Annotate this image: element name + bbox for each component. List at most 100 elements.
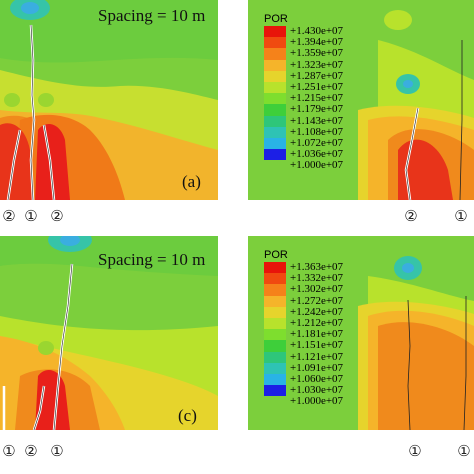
contour-panel-c: Spacing = 10 m (c) [0, 236, 218, 430]
legend-row: +1.287e+07 [264, 69, 394, 82]
pressure-legend: POR +1.430e+07 +1.394e+07 +1.359e+07 +1.323… [264, 12, 394, 171]
legend-swatch [264, 26, 286, 38]
legend-value: +1.363e+07 [290, 261, 344, 274]
legend-value: +1.060e+07 [290, 372, 344, 385]
legend-swatch [264, 396, 286, 407]
legend-row: +1.121e+07 [264, 350, 394, 363]
legend-row: +1.242e+07 [264, 305, 394, 318]
legend-value: +1.143e+07 [290, 114, 344, 127]
legend-swatch [264, 262, 286, 274]
legend-swatch [264, 115, 286, 127]
legend-value: +1.179e+07 [290, 103, 344, 116]
legend-row: +1.108e+07 [264, 125, 394, 138]
legend-swatch [264, 340, 286, 352]
legend-value: +1.332e+07 [290, 272, 344, 285]
fracture-marker: ② [404, 209, 418, 225]
legend-row: +1.363e+07 [264, 261, 394, 274]
legend-value: +1.072e+07 [290, 136, 344, 149]
fracture-marker: ① [24, 209, 38, 225]
legend-swatch [264, 70, 286, 82]
spacing-label: Spacing = 10 m [98, 250, 206, 269]
legend-row: +1.215e+07 [264, 92, 394, 105]
legend-value: +1.242e+07 [290, 305, 344, 318]
legend-value: +1.000e+07 [290, 395, 344, 408]
legend-row: +1.072e+07 [264, 136, 394, 150]
legend-value: +1.030e+07 [290, 384, 344, 397]
panel-label: (a) [182, 172, 201, 191]
contour-panel-b: POR +1.430e+07 +1.394e+07 +1.359e+07 +1.323… [248, 0, 474, 200]
legend-title: POR [264, 13, 288, 25]
legend-value: +1.430e+07 [290, 25, 344, 38]
legend-value: +1.000e+07 [290, 159, 344, 172]
legend-value: +1.108e+07 [290, 125, 344, 138]
fracture-marker: ① [457, 444, 471, 460]
legend-value: +1.251e+07 [290, 81, 344, 94]
pressure-legend: POR +1.363e+07 +1.332e+07 +1.302e+07 +1.272… [264, 248, 394, 407]
legend-row: +1.359e+07 [264, 47, 394, 60]
legend-swatch [264, 104, 286, 116]
legend-swatch [264, 81, 286, 94]
legend-value: +1.323e+07 [290, 58, 344, 71]
legend-value: +1.151e+07 [290, 339, 344, 352]
legend-swatch [264, 93, 286, 105]
legend-swatch [264, 126, 286, 138]
legend-swatch [264, 284, 286, 296]
legend-row: +1.143e+07 [264, 114, 394, 127]
fracture-marker: ① [2, 444, 16, 460]
spacing-label: Spacing = 10 m [98, 6, 206, 25]
legend-swatch [264, 149, 286, 161]
legend-row: +1.000e+07 [264, 160, 394, 171]
fracture-marker: ② [24, 444, 38, 460]
legend-value: +1.091e+07 [290, 361, 344, 374]
legend-row: +1.060e+07 [264, 372, 394, 386]
contour-panel-d: POR +1.363e+07 +1.332e+07 +1.302e+07 +1.272… [248, 236, 474, 430]
pressure-contour-plot-c [0, 236, 218, 430]
legend-swatch [264, 273, 286, 285]
legend-row: +1.179e+07 [264, 103, 394, 116]
contour-panel-a: Spacing = 10 m (a) [0, 0, 218, 200]
legend-row: +1.030e+07 [264, 384, 394, 397]
legend-swatch [264, 373, 286, 386]
legend-value: +1.359e+07 [290, 47, 344, 60]
legend-value: +1.181e+07 [290, 328, 344, 341]
legend-row: +1.151e+07 [264, 339, 394, 352]
legend-row: +1.394e+07 [264, 37, 394, 49]
legend-row: +1.430e+07 [264, 25, 394, 38]
legend-swatch [264, 329, 286, 341]
legend-row: +1.272e+07 [264, 294, 394, 307]
legend-swatch [264, 59, 286, 71]
legend-value: +1.302e+07 [290, 283, 344, 296]
legend-row: +1.302e+07 [264, 283, 394, 296]
legend-value: +1.272e+07 [290, 294, 344, 307]
fracture-marker: ① [50, 444, 64, 460]
fracture-marker: ① [408, 444, 422, 460]
legend-swatch [264, 48, 286, 60]
legend-row: +1.323e+07 [264, 58, 394, 71]
legend-swatch [264, 295, 286, 307]
legend-row: +1.212e+07 [264, 317, 394, 330]
pressure-contour-plot-a [0, 0, 218, 200]
legend-swatch [264, 362, 286, 374]
legend-row: +1.181e+07 [264, 328, 394, 341]
fracture-marker: ① [454, 209, 468, 225]
legend-value: +1.121e+07 [290, 350, 344, 363]
legend-swatch [264, 351, 286, 363]
legend-row: +1.251e+07 [264, 81, 394, 94]
legend-value: +1.287e+07 [290, 69, 344, 82]
legend-row: +1.000e+07 [264, 396, 394, 407]
legend-value: +1.212e+07 [290, 317, 344, 330]
legend-swatch [264, 37, 286, 49]
legend-row: +1.332e+07 [264, 272, 394, 285]
legend-row: +1.091e+07 [264, 361, 394, 374]
fracture-marker: ② [50, 209, 64, 225]
legend-title: POR [264, 249, 288, 261]
legend-value: +1.036e+07 [290, 148, 344, 161]
legend-swatch [264, 306, 286, 318]
legend-swatch [264, 385, 286, 397]
legend-swatch [264, 160, 286, 171]
legend-swatch [264, 317, 286, 330]
legend-value: +1.215e+07 [290, 92, 344, 105]
fracture-marker: ② [2, 209, 16, 225]
